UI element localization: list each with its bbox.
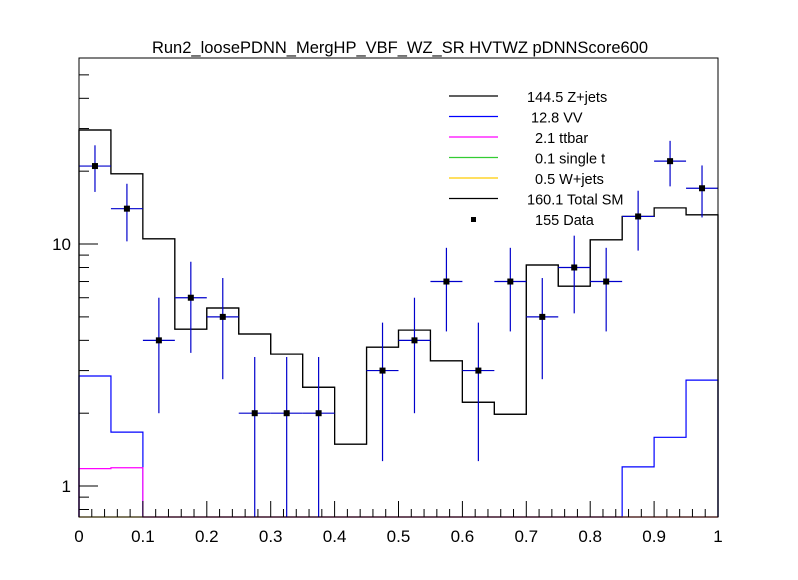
histogram-total-sm	[78, 129, 719, 517]
legend-label: 12.8 VV	[531, 111, 583, 127]
legend-label: 2.1 ttbar	[535, 131, 588, 147]
data-point	[571, 264, 578, 271]
data-point	[507, 278, 514, 285]
data-point	[635, 213, 642, 220]
data-point	[251, 410, 258, 417]
histograms	[78, 129, 719, 518]
legend: 144.5 Z+jets 12.8 VV 2.1 ttbar 0.1 single t…	[449, 90, 623, 229]
data-point	[379, 367, 386, 374]
data-point	[699, 185, 706, 192]
legend-label: 0.5 W+jets	[535, 172, 604, 188]
data-point	[539, 313, 546, 320]
legend-label: 155 Data	[535, 213, 595, 229]
x-tick-label: 0.6	[451, 527, 475, 546]
legend-label: 0.1 single t	[535, 152, 605, 168]
x-tick-label: 0	[74, 527, 83, 546]
data-point	[667, 158, 674, 165]
legend-marker	[471, 217, 476, 222]
data-point	[155, 337, 162, 344]
data-point	[219, 313, 226, 320]
y-tick-label: 1	[62, 477, 71, 496]
axes: 0 0.1 0.2 0.3 0.4 0.5 0.6 0.7 0.8 0.9 1 1 10	[52, 74, 723, 546]
data-point	[411, 337, 418, 344]
x-tick-label: 0.9	[642, 527, 666, 546]
data-point	[443, 278, 450, 285]
x-tick-label: 0.5	[387, 527, 411, 546]
legend-label: 160.1 Total SM	[527, 193, 623, 209]
x-tick-label: 0.8	[578, 527, 602, 546]
data-point	[315, 410, 322, 417]
data-point	[475, 367, 482, 374]
data-point	[603, 278, 610, 285]
x-tick-label: 0.7	[514, 527, 538, 546]
data-points	[79, 140, 718, 517]
data-point	[91, 163, 98, 170]
data-point	[283, 410, 290, 417]
data-point	[187, 294, 194, 301]
x-tick-label: 0.1	[131, 527, 155, 546]
y-tick-label: 10	[52, 235, 71, 254]
histogram-vv	[78, 375, 719, 518]
data-point	[123, 205, 130, 212]
legend-label: 144.5 Z+jets	[527, 90, 607, 106]
x-tick-label: 1	[713, 527, 722, 546]
chart-title: Run2_loosePDNN_MergHP_VBF_WZ_SR HVTWZ pD…	[152, 39, 648, 57]
x-tick-label: 0.4	[323, 527, 347, 546]
x-tick-label: 0.2	[195, 527, 219, 546]
x-tick-label: 0.3	[259, 527, 283, 546]
